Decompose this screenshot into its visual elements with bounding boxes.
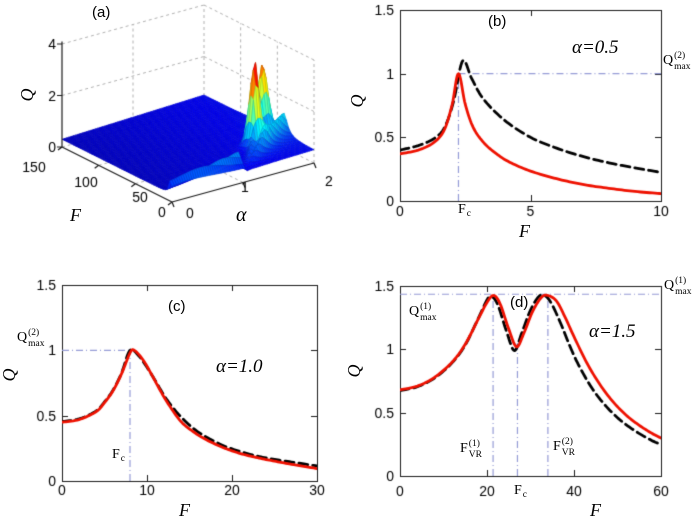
panel-b-letter: (b): [488, 13, 507, 30]
panel-b-plot-canvas: [350, 0, 700, 263]
panel-d-q-axis-label: Q: [343, 364, 364, 378]
panel-a-f-axis-label: F: [70, 205, 81, 225]
panel-a-alpha-axis-label: α: [236, 204, 247, 226]
panel-c-q-axis-label: Q: [0, 368, 19, 382]
panel-d-fc-label: F c: [514, 483, 528, 500]
panel-c-plot-canvas: [0, 263, 350, 526]
panel-d-qmax-left-label: Q (1) max: [409, 302, 437, 323]
panel-d-fvr1-label: F (1) VR: [460, 439, 482, 460]
panel-d-plot-canvas: [350, 263, 700, 526]
panel-c-alpha-annotation: α=1.0: [216, 356, 263, 377]
panel-b-fc-label: F c: [458, 202, 472, 219]
panel-a-q-axis-label: Q: [16, 88, 37, 102]
panel-a-surface-canvas: [0, 0, 350, 263]
panel-a-letter: (a): [92, 4, 111, 21]
panel-b-qmax-label: Q (2) max: [663, 51, 691, 72]
panel-b-q-axis-label: Q: [346, 94, 367, 108]
panel-c-f-axis-label: F: [179, 500, 190, 520]
panel-b-alpha-annotation: α=0.5: [572, 37, 619, 58]
panel-d-qmax-right-label: Q (1) max: [664, 276, 692, 297]
panel-d-alpha-annotation: α=1.5: [589, 321, 636, 342]
panel-b-f-axis-label: F: [519, 221, 530, 241]
panel-c-fc-label: F c: [112, 447, 126, 464]
panel-d-f-axis-label: F: [590, 500, 601, 520]
panel-d-fvr2-label: F (2) VR: [553, 437, 575, 458]
panel-c-letter: (c): [168, 298, 186, 315]
panel-d-letter: (d): [510, 294, 529, 311]
panel-c-qmax-label: Q (2) max: [17, 328, 45, 349]
